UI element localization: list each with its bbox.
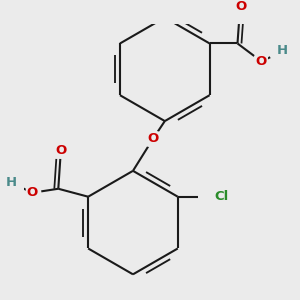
Text: O: O (27, 186, 38, 199)
Text: O: O (236, 0, 247, 13)
Text: O: O (56, 144, 67, 158)
Text: H: H (6, 176, 17, 189)
Text: Cl: Cl (214, 190, 229, 203)
Text: O: O (147, 133, 158, 146)
Text: H: H (277, 44, 288, 57)
Text: O: O (256, 55, 267, 68)
